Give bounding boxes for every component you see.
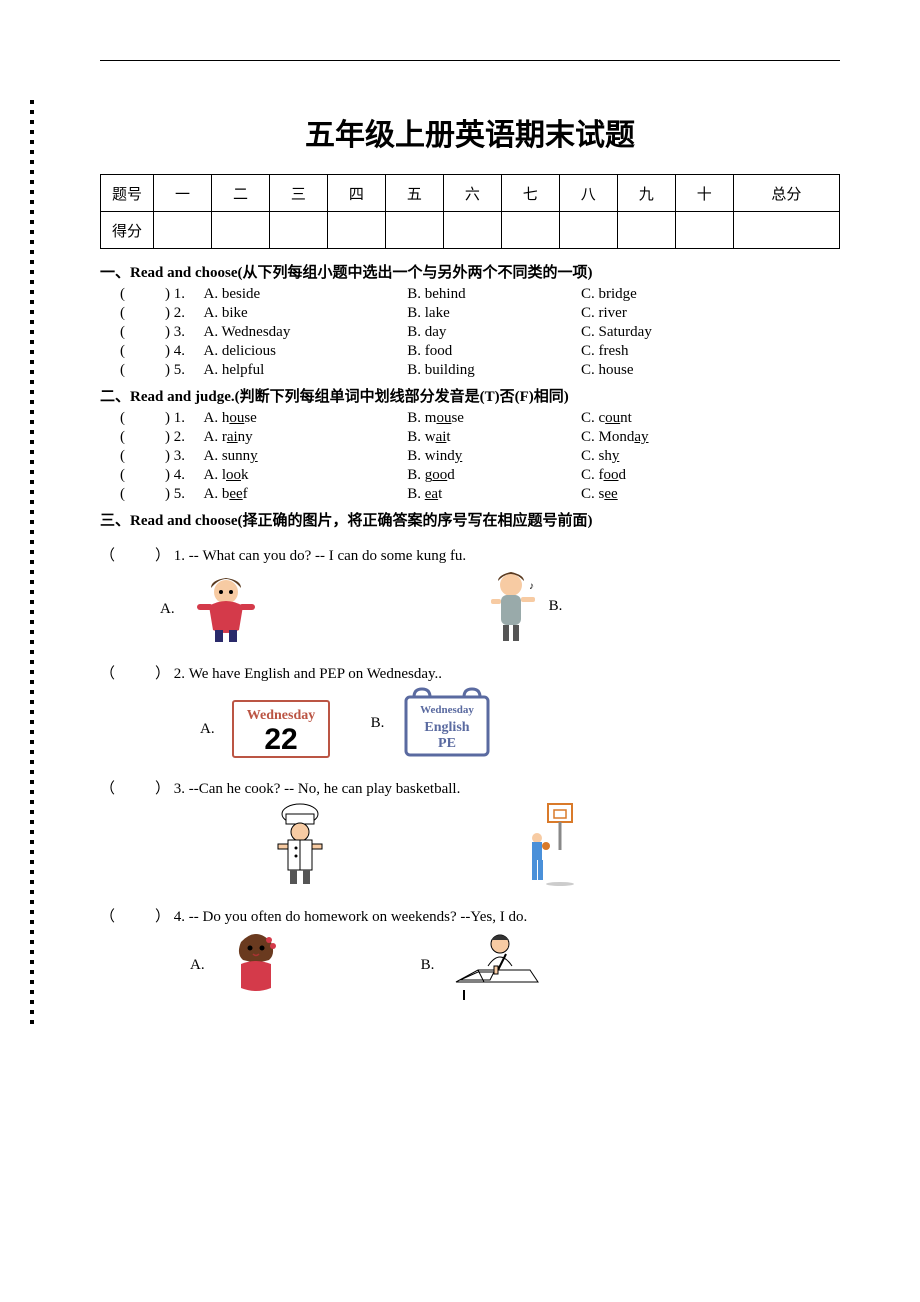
- q4-opt-a: A.: [190, 930, 291, 1000]
- score-col: 总分: [733, 175, 839, 212]
- svg-text:♪: ♪: [529, 581, 534, 592]
- kungfu-girl-icon: [191, 574, 261, 644]
- q2-images: A. Wednesday 22 B. Wednesday: [200, 687, 840, 759]
- score-cell: [501, 212, 559, 249]
- score-col: 二: [211, 175, 269, 212]
- s1-item: () 3. A. Wednesday B. day C. Saturday: [120, 324, 840, 341]
- cook-icon: [260, 802, 340, 887]
- opt-b: B. mouse: [407, 410, 577, 427]
- score-cell: [154, 212, 212, 249]
- score-row-header: 得分: [101, 212, 154, 249]
- s2-item: () 1. A. house B. mouse C. count: [120, 410, 840, 427]
- watch-tv-icon: [221, 930, 291, 1000]
- section1-heading: 一、Read and choose(从下列每组小题中选出一个与另外两个不同类的一…: [100, 261, 840, 282]
- opt-c: C. count: [581, 410, 632, 427]
- score-cell: [269, 212, 327, 249]
- q1-text: （） 1. -- What can you do? -- I can do so…: [100, 544, 840, 565]
- s1-item: () 5. A. helpful B. building C. house: [120, 362, 840, 379]
- calendar-date-icon: Wednesday 22: [231, 699, 331, 759]
- score-col: 八: [559, 175, 617, 212]
- score-col: 四: [327, 175, 385, 212]
- q2-opt-a: A. Wednesday 22: [200, 699, 331, 759]
- section1-items: () 1. A. beside B. behind C. bridge () 2…: [100, 286, 840, 379]
- score-cell: [443, 212, 501, 249]
- score-col: 五: [385, 175, 443, 212]
- score-value-row: 得分: [101, 212, 840, 249]
- section2-items: () 1. A. house B. mouse C. count () 2. A…: [100, 410, 840, 503]
- s1-item: () 2. A. bike B. lake C. river: [120, 305, 840, 322]
- q1-opt-b: ♪ B.: [481, 569, 571, 644]
- score-cell: [617, 212, 675, 249]
- score-col: 九: [617, 175, 675, 212]
- q2-opt-b: B. Wednesday English PE: [371, 687, 496, 759]
- left-perforation-dots: [30, 100, 34, 1028]
- section2-heading: 二、Read and judge.(判断下列每组单词中划线部分发音是(T)否(F…: [100, 385, 840, 406]
- q1-images: A.: [160, 569, 840, 644]
- s2-item: () 4. A. look B. good C. food: [120, 467, 840, 484]
- page-container: 五年级上册英语期末试题 题号 一 二 三 四 五 六 七 八 九 十 总分 得分: [0, 0, 920, 1058]
- score-cell: [675, 212, 733, 249]
- s3-q3: （） 3. --Can he cook? -- No, he can play …: [100, 777, 840, 887]
- s3-q4: （） 4. -- Do you often do homework on wee…: [100, 905, 840, 1000]
- q4-opt-b: B.: [421, 930, 541, 1000]
- q4-text: （） 4. -- Do you often do homework on wee…: [100, 905, 840, 926]
- q4-images: A. B.: [190, 930, 840, 1000]
- item-number: 1.: [174, 286, 200, 303]
- score-table: 题号 一 二 三 四 五 六 七 八 九 十 总分 得分: [100, 174, 840, 249]
- svg-text:Wednesday: Wednesday: [420, 704, 474, 716]
- s2-item: () 3. A. sunny B. windy C. shy: [120, 448, 840, 465]
- top-horizontal-rule: [100, 60, 840, 61]
- score-cell: [733, 212, 839, 249]
- s1-item: () 1. A. beside B. behind C. bridge: [120, 286, 840, 303]
- s2-item: () 5. A. beef B. eat C. see: [120, 486, 840, 503]
- section3-heading: 三、Read and choose(择正确的图片，将正确答案的序号写在相应题号前…: [100, 509, 840, 530]
- score-col: 七: [501, 175, 559, 212]
- score-cell: [385, 212, 443, 249]
- s3-q2: （） 2. We have English and PEP on Wednesd…: [100, 662, 840, 759]
- opt-b: B. behind: [407, 286, 577, 303]
- opt-c: C. bridge: [581, 286, 637, 303]
- opt-a: A. beside: [204, 286, 404, 303]
- svg-text:Wednesday: Wednesday: [246, 708, 314, 723]
- s3-q1: （） 1. -- What can you do? -- I can do so…: [100, 544, 840, 644]
- score-header-row: 题号 一 二 三 四 五 六 七 八 九 十 总分: [101, 175, 840, 212]
- open-paren: (: [120, 286, 125, 302]
- close-paren: ): [165, 286, 170, 302]
- score-row-header: 题号: [101, 175, 154, 212]
- score-cell: [327, 212, 385, 249]
- page-title: 五年级上册英语期末试题: [100, 110, 840, 154]
- opt-a: A. house: [204, 410, 404, 427]
- homework-icon: [450, 930, 540, 1000]
- svg-text:22: 22: [264, 723, 297, 756]
- q3-images: [260, 802, 840, 887]
- score-col: 十: [675, 175, 733, 212]
- score-cell: [559, 212, 617, 249]
- basketball-icon: [520, 802, 575, 887]
- svg-text:English: English: [425, 720, 470, 735]
- singing-girl-icon: ♪: [481, 569, 541, 644]
- q2-text: （） 2. We have English and PEP on Wednesd…: [100, 662, 840, 683]
- q1-opt-a: A.: [160, 574, 261, 644]
- calendar-subjects-icon: Wednesday English PE: [400, 687, 495, 759]
- q3-text: （） 3. --Can he cook? -- No, he can play …: [100, 777, 840, 798]
- svg-text:PE: PE: [438, 736, 456, 751]
- s1-item: () 4. A. delicious B. food C. fresh: [120, 343, 840, 360]
- s2-item: () 2. A. rainy B. wait C. Monday: [120, 429, 840, 446]
- score-cell: [211, 212, 269, 249]
- score-col: 三: [269, 175, 327, 212]
- score-col: 一: [154, 175, 212, 212]
- score-col: 六: [443, 175, 501, 212]
